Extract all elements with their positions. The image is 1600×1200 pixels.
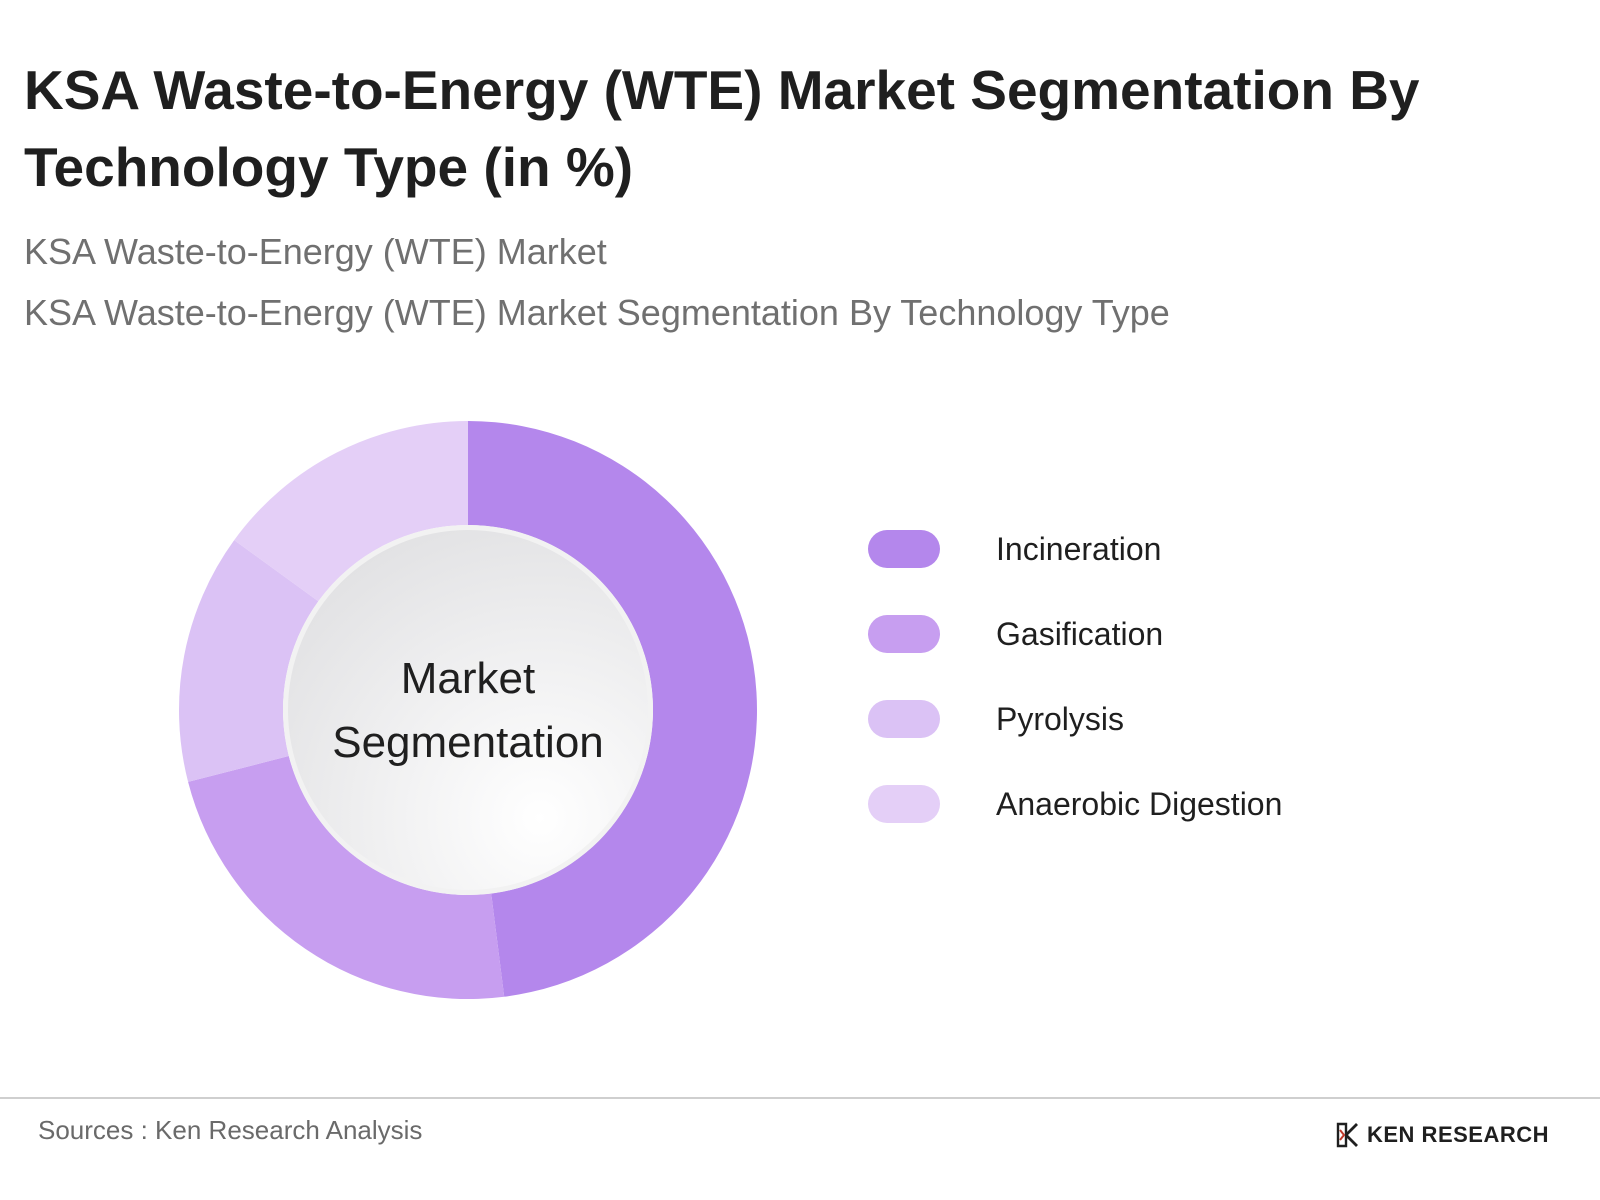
- ken-research-logo: KEN RESEARCH: [1335, 1120, 1549, 1150]
- legend-label: Pyrolysis: [996, 701, 1125, 737]
- ken-research-logo-text: KEN RESEARCH: [1367, 1122, 1550, 1147]
- ken-research-logo-icon: [1336, 1122, 1358, 1148]
- chart-title: KSA Waste-to-Energy (WTE) Market Segment…: [24, 59, 1420, 198]
- donut-slice-anaerobic-digestion: [234, 421, 468, 602]
- donut-chart: Market Segmentation: [179, 421, 758, 999]
- donut-slices: [179, 421, 758, 999]
- legend-label: Gasification: [996, 616, 1164, 652]
- center-label-line2: Segmentation: [332, 718, 604, 767]
- legend-label: Incineration: [996, 531, 1162, 567]
- chart-subtitle-segmentation: KSA Waste-to-Energy (WTE) Market Segment…: [24, 292, 1170, 333]
- chart-subtitle-market: KSA Waste-to-Energy (WTE) Market: [24, 231, 607, 272]
- center-disc: [288, 530, 648, 890]
- legend-swatch: [868, 700, 940, 738]
- sources-note: Sources : Ken Research Analysis: [38, 1115, 423, 1145]
- legend-swatch: [868, 785, 940, 823]
- donut-slice-gasification: [188, 756, 505, 999]
- footer-divider: [0, 1097, 1600, 1099]
- legend-label: Anaerobic Digestion: [996, 786, 1283, 822]
- donut-slice-incineration: [468, 421, 758, 997]
- legend-swatch: [868, 615, 940, 653]
- center-label-line1: Market: [401, 654, 535, 703]
- donut-slice-pyrolysis: [179, 540, 319, 782]
- legend-swatch: [868, 530, 940, 568]
